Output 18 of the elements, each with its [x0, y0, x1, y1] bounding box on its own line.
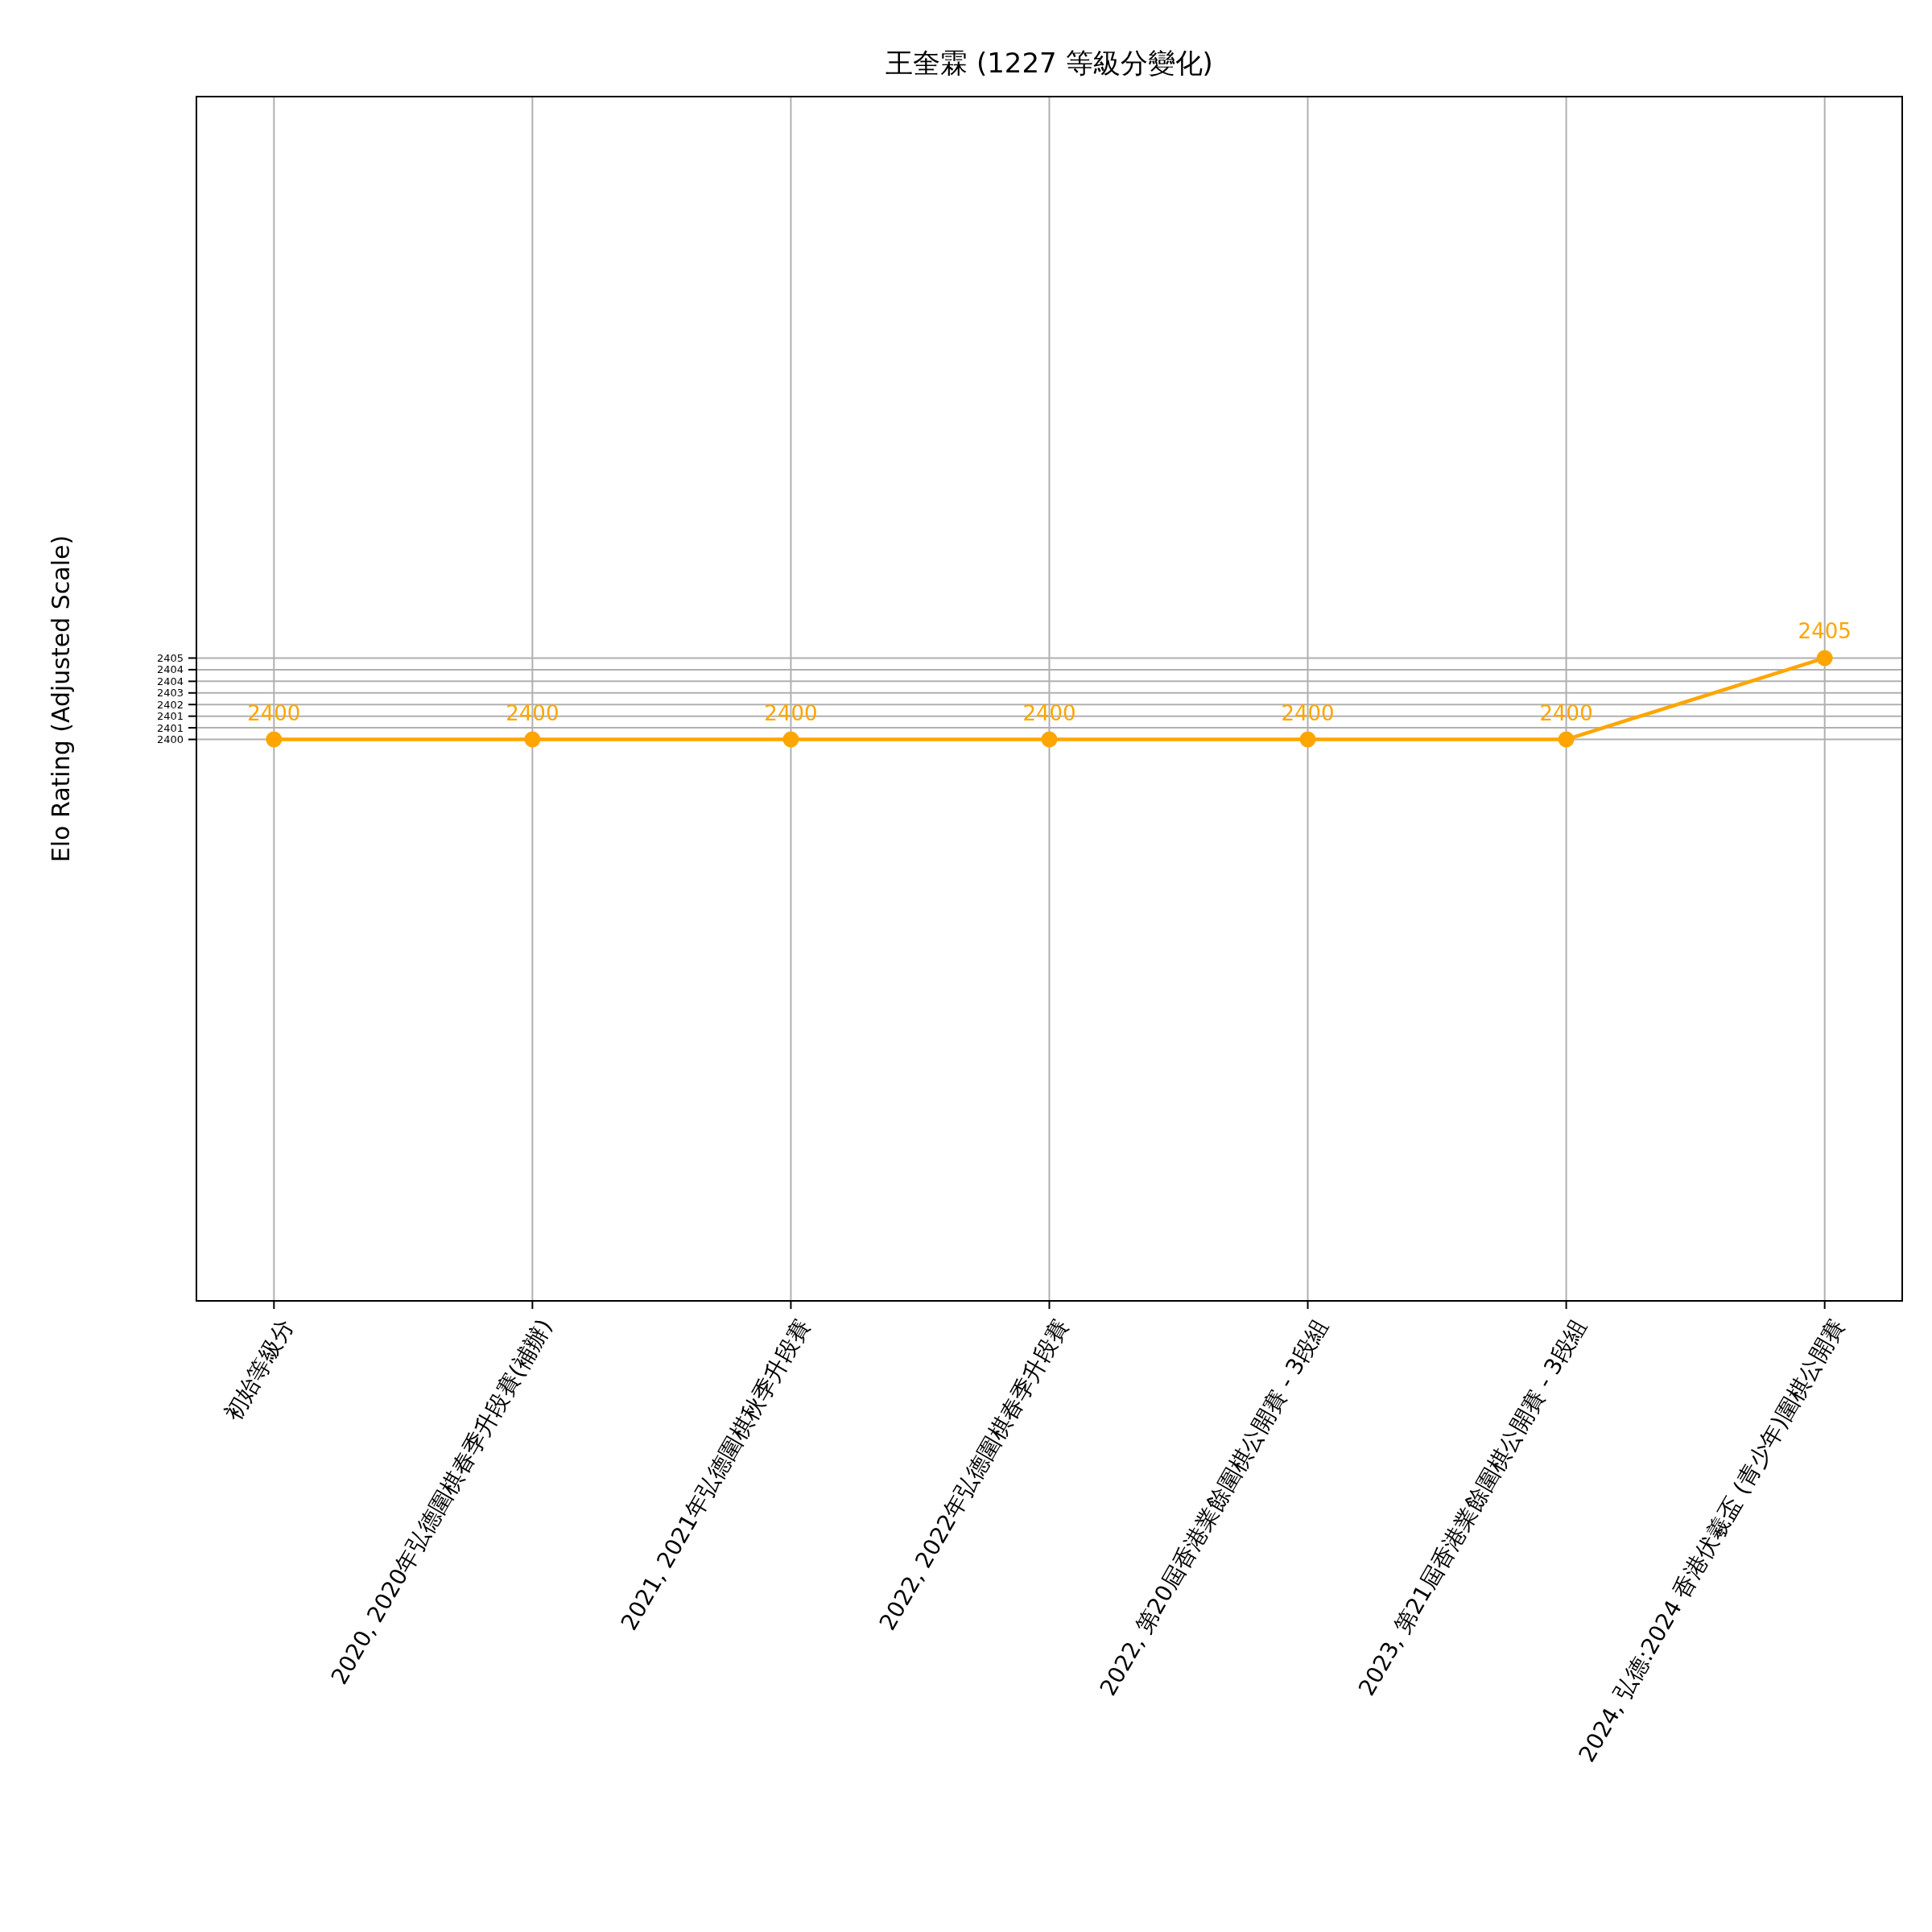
data-label: 2400 [506, 700, 559, 725]
data-label: 2400 [764, 700, 818, 725]
data-label: 2400 [1281, 700, 1335, 725]
data-label: 2405 [1798, 619, 1852, 644]
y-tick-label: 2404 [156, 675, 184, 687]
y-tick-label: 2402 [156, 698, 184, 711]
data-label: 2400 [247, 700, 301, 725]
y-tick-label: 2405 [156, 652, 184, 665]
chart-title: 王奎霖 (1227 等級分變化) [886, 47, 1213, 79]
y-tick-label: 2404 [156, 663, 184, 676]
x-tick-label: 初始等級分 [219, 1314, 299, 1426]
data-label: 2400 [1539, 700, 1593, 725]
data-label: 2400 [1022, 700, 1076, 725]
y-tick-label: 2400 [156, 733, 184, 746]
y-tick-label: 2403 [156, 687, 184, 700]
y-tick-label: 2401 [156, 710, 184, 723]
y-axis-title: Elo Rating (Adjusted Scale) [47, 535, 75, 863]
y-tick-label: 2401 [156, 721, 184, 734]
